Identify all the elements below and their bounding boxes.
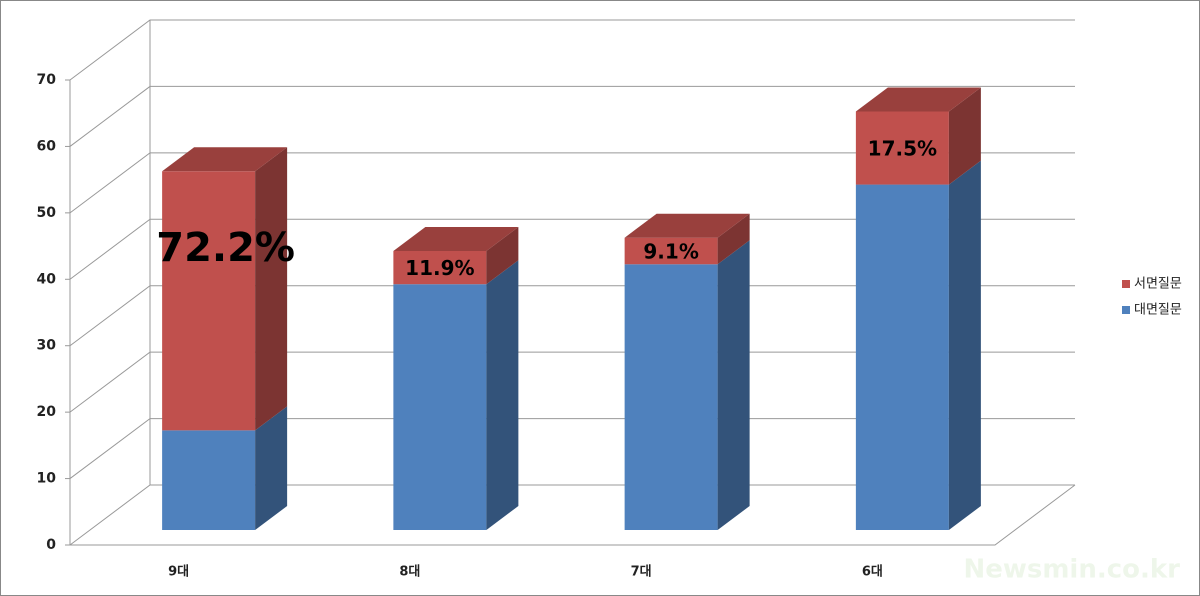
bar-side [717,213,750,265]
grid-line [69,85,1075,147]
grid-line [69,418,1075,479]
bar-top [162,147,288,172]
y-tick-label: 50 [37,205,57,221]
bar-side [948,160,981,531]
bar-side [948,87,981,185]
bar-side [255,406,288,530]
y-tick-label: 40 [37,271,57,287]
y-tick-label: 60 [37,138,57,154]
x-tick-label: 6대 [862,565,883,580]
legend-swatch [1122,280,1130,288]
bar-side [486,227,519,285]
floor [70,484,1076,546]
bar-side [717,240,750,531]
bar-front [162,171,256,431]
bar-front [855,111,949,185]
y-tick-label: 0 [46,537,56,553]
legend-label: 대면질문 [1134,303,1182,318]
bar-side [255,147,288,431]
bar-top [393,227,519,251]
bar-top [855,87,981,112]
bar-side [486,260,519,530]
bar-front [393,251,487,285]
grid-line [69,152,1075,214]
grid-line [69,285,1075,347]
bar-top [624,213,750,238]
grid-line [69,351,1075,413]
x-tick-label: 8대 [399,565,420,580]
share-label: 17.5% [868,137,937,161]
x-tick-label: 9대 [168,565,189,580]
bar-front [855,184,949,531]
legend-label: 서면질문 [1134,277,1182,292]
y-tick-label: 20 [37,404,57,420]
grid-line [69,218,1075,280]
share-label: 72.2% [156,225,295,271]
legend-swatch [1122,306,1130,314]
y-tick-label: 30 [37,338,57,354]
x-tick-label: 7대 [631,565,652,580]
share-label: 11.9% [405,256,474,280]
watermark: Newsmin.co.kr [963,555,1180,585]
bar-front [162,430,256,530]
bar-front [624,264,718,530]
bar-front [624,237,718,265]
bar-front [393,284,487,530]
grid-line [69,19,1075,81]
share-label: 9.1% [643,240,698,264]
y-tick-label: 10 [37,471,57,487]
grid-line [69,484,1075,546]
y-tick-label: 70 [37,72,57,88]
